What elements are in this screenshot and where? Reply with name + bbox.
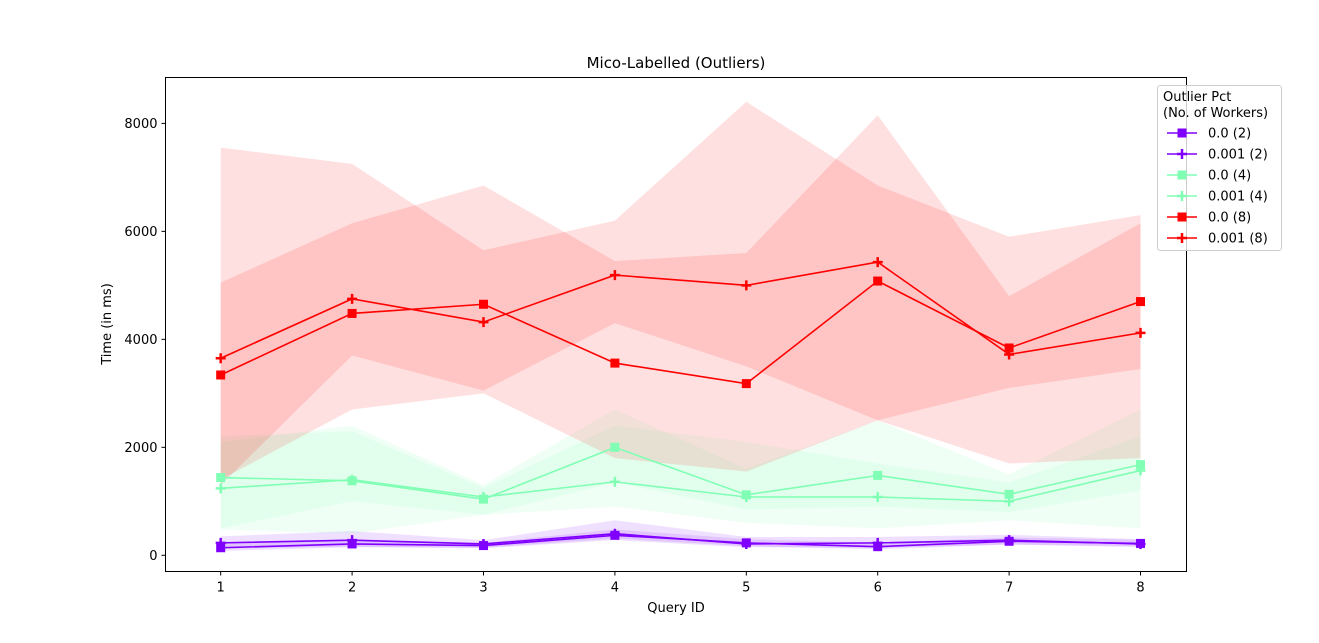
legend-marker bbox=[1177, 128, 1187, 138]
series-2-point bbox=[478, 538, 489, 549]
series-6-point bbox=[609, 270, 620, 281]
legend-entry-3: 0.0 (4) bbox=[1167, 169, 1251, 184]
legend-marker bbox=[1177, 149, 1187, 159]
series-5 bbox=[216, 276, 1146, 389]
series-6-point bbox=[872, 257, 883, 268]
series-6 bbox=[215, 257, 1146, 364]
series-5-point bbox=[216, 370, 226, 380]
legend-marker bbox=[1177, 233, 1187, 243]
series-5-point bbox=[873, 276, 883, 286]
legend-title-line-1: Outlier Pct bbox=[1163, 90, 1231, 105]
legend-entry-5: 0.0 (8) bbox=[1167, 211, 1251, 226]
legend-label: 0.001 (8) bbox=[1208, 232, 1268, 247]
series-4-point bbox=[741, 491, 752, 502]
series-6-point bbox=[1004, 349, 1015, 360]
x-tick-label: 8 bbox=[1136, 581, 1144, 596]
x-tick-label: 5 bbox=[742, 581, 750, 596]
series-5-line bbox=[220, 280, 1141, 385]
series-3-point bbox=[1004, 489, 1014, 499]
series-5-point bbox=[478, 299, 488, 309]
legend-label: 0.0 (4) bbox=[1208, 169, 1251, 184]
series-2-point bbox=[1004, 535, 1015, 546]
series-4-point bbox=[215, 483, 226, 494]
series-6-point bbox=[347, 293, 358, 304]
legend-entry-6: 0.001 (8) bbox=[1167, 232, 1268, 247]
band-series-6 bbox=[220, 101, 1141, 486]
confidence-bands bbox=[220, 101, 1141, 551]
legend: Outlier Pct (No. of Workers) 0.0 (2) 0.00… bbox=[1157, 85, 1282, 251]
series-6-point bbox=[215, 353, 226, 364]
y-axis-label: Time (in ms) bbox=[100, 283, 115, 366]
series-5-point bbox=[610, 358, 620, 368]
legend-label: 0.0 (8) bbox=[1208, 211, 1251, 226]
x-tick-label: 7 bbox=[1005, 581, 1013, 596]
series-6-point bbox=[741, 280, 752, 291]
series-3-point bbox=[873, 470, 883, 480]
y-axis: 0 2000 4000 6000 8000 bbox=[124, 117, 166, 564]
series-4 bbox=[215, 465, 1146, 507]
legend-marker bbox=[1177, 191, 1187, 201]
series-5-point bbox=[741, 379, 751, 389]
series-2-point bbox=[347, 535, 358, 546]
series-2-point bbox=[741, 538, 752, 549]
series-3-line bbox=[220, 446, 1141, 500]
legend-title-line-2: (No. of Workers) bbox=[1163, 106, 1268, 121]
legend-marker bbox=[1177, 170, 1187, 180]
x-tick-label: 1 bbox=[217, 581, 225, 596]
y-tick-label: 4000 bbox=[124, 333, 157, 348]
x-axis-label: Query ID bbox=[647, 601, 704, 616]
series-4-line bbox=[220, 469, 1141, 503]
y-tick-label: 8000 bbox=[124, 117, 157, 132]
legend-frame bbox=[1157, 85, 1282, 251]
series-6-point bbox=[1135, 327, 1146, 338]
x-axis: 1 2 3 4 5 6 7 8 bbox=[217, 571, 1145, 596]
series-3-point bbox=[216, 473, 226, 483]
series-4-point bbox=[609, 476, 620, 487]
legend-label: 0.001 (2) bbox=[1208, 148, 1268, 163]
band-series-4 bbox=[220, 425, 1141, 534]
y-tick-label: 0 bbox=[149, 549, 157, 564]
series-5-point bbox=[347, 308, 357, 318]
legend-entry-4: 0.001 (4) bbox=[1167, 190, 1268, 205]
series-5-point bbox=[1004, 343, 1014, 353]
series-2-point bbox=[1135, 538, 1146, 549]
x-tick-label: 3 bbox=[479, 581, 487, 596]
series-4-point bbox=[1004, 496, 1015, 507]
series-2 bbox=[215, 528, 1146, 549]
series-6-point bbox=[478, 317, 489, 328]
legend-entry-1: 0.0 (2) bbox=[1167, 127, 1251, 142]
series-4-point bbox=[478, 491, 489, 502]
series-6-line bbox=[220, 261, 1141, 359]
band-series-5 bbox=[220, 115, 1141, 480]
series-4-point bbox=[1135, 465, 1146, 476]
legend-marker bbox=[1177, 212, 1187, 222]
series-2-point bbox=[215, 537, 226, 548]
series-2-point bbox=[609, 528, 620, 539]
series-5-point bbox=[1136, 297, 1146, 307]
plot-area bbox=[165, 77, 1187, 572]
x-tick-label: 6 bbox=[874, 581, 882, 596]
legend-label: 0.0 (2) bbox=[1208, 127, 1251, 142]
chart-title: Mico-Labelled (Outliers) bbox=[587, 54, 766, 72]
series-3-point bbox=[610, 442, 620, 452]
series-lines bbox=[215, 257, 1146, 553]
series-3-point bbox=[1136, 460, 1146, 470]
legend-entries: 0.0 (2) 0.001 (2) 0.0 (4) 0.001 (4) 0.0 (8) 0… bbox=[1167, 127, 1268, 247]
legend-label: 0.001 (4) bbox=[1208, 190, 1268, 205]
series-2-point bbox=[872, 537, 883, 548]
series-4-point bbox=[347, 474, 358, 485]
x-tick-label: 2 bbox=[348, 581, 356, 596]
y-tick-label: 2000 bbox=[124, 441, 157, 456]
y-tick-label: 6000 bbox=[124, 225, 157, 240]
x-tick-label: 4 bbox=[611, 581, 619, 596]
legend-entry-2: 0.001 (2) bbox=[1167, 148, 1268, 163]
series-4-point bbox=[872, 491, 883, 502]
series-2-line bbox=[220, 532, 1141, 545]
